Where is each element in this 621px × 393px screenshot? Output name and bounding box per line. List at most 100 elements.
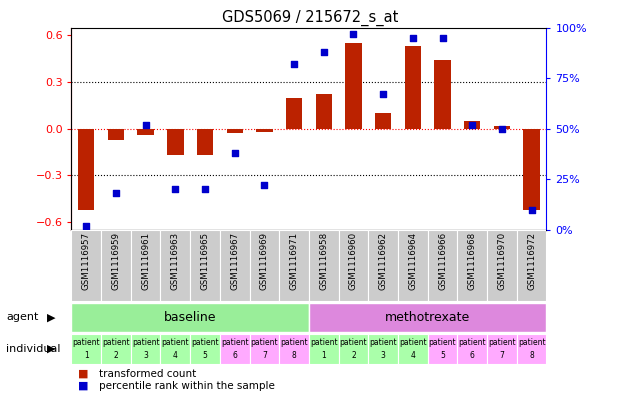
Text: percentile rank within the sample: percentile rank within the sample <box>99 381 275 391</box>
Bar <box>517 334 546 364</box>
FancyBboxPatch shape <box>71 230 101 301</box>
FancyBboxPatch shape <box>101 230 131 301</box>
Bar <box>345 43 361 129</box>
Text: methotrexate: methotrexate <box>385 311 470 324</box>
Point <box>348 30 358 37</box>
Text: 4: 4 <box>173 351 178 360</box>
Text: GSM1116962: GSM1116962 <box>379 232 388 290</box>
Text: GSM1116967: GSM1116967 <box>230 232 239 290</box>
Text: patient: patient <box>340 338 367 347</box>
Bar <box>131 334 160 364</box>
Point <box>111 190 121 196</box>
Text: 6: 6 <box>470 351 474 360</box>
Text: GSM1116961: GSM1116961 <box>141 232 150 290</box>
Text: GSM1116971: GSM1116971 <box>289 232 299 290</box>
Text: patient: patient <box>161 338 189 347</box>
FancyBboxPatch shape <box>398 230 428 301</box>
Text: patient: patient <box>132 338 160 347</box>
Text: GSM1116965: GSM1116965 <box>201 232 209 290</box>
Text: GSM1116959: GSM1116959 <box>111 232 120 290</box>
FancyBboxPatch shape <box>220 230 250 301</box>
Point <box>141 121 151 128</box>
FancyBboxPatch shape <box>487 230 517 301</box>
Bar <box>250 334 279 364</box>
Bar <box>315 94 332 129</box>
Text: 5: 5 <box>202 351 207 360</box>
Text: 8: 8 <box>529 351 534 360</box>
Text: patient: patient <box>369 338 397 347</box>
Text: GDS5069 / 215672_s_at: GDS5069 / 215672_s_at <box>222 10 399 26</box>
Text: 3: 3 <box>381 351 386 360</box>
Bar <box>524 129 540 209</box>
FancyBboxPatch shape <box>309 230 338 301</box>
Bar <box>458 334 487 364</box>
Bar <box>78 129 94 209</box>
Text: GSM1116964: GSM1116964 <box>409 232 417 290</box>
FancyBboxPatch shape <box>517 230 546 301</box>
Bar <box>428 334 458 364</box>
Point <box>230 150 240 156</box>
Text: ■: ■ <box>78 381 88 391</box>
Bar <box>167 129 183 155</box>
Bar <box>338 334 368 364</box>
Bar <box>137 129 154 135</box>
Point <box>81 223 91 229</box>
Bar <box>435 60 451 129</box>
Text: patient: patient <box>399 338 427 347</box>
Text: 2: 2 <box>351 351 356 360</box>
Text: baseline: baseline <box>164 311 217 324</box>
Point <box>319 49 329 55</box>
Bar <box>375 113 391 129</box>
Text: patient: patient <box>428 338 456 347</box>
Bar <box>197 129 213 155</box>
FancyBboxPatch shape <box>190 230 220 301</box>
Text: ▶: ▶ <box>47 344 55 354</box>
Bar <box>160 334 190 364</box>
FancyBboxPatch shape <box>160 230 190 301</box>
Bar <box>398 334 428 364</box>
Point <box>289 61 299 67</box>
Text: GSM1116963: GSM1116963 <box>171 232 180 290</box>
Text: 7: 7 <box>499 351 504 360</box>
Bar <box>405 46 421 129</box>
Bar <box>286 97 302 129</box>
FancyBboxPatch shape <box>428 230 458 301</box>
Point <box>170 186 180 193</box>
FancyBboxPatch shape <box>458 230 487 301</box>
Text: GSM1116966: GSM1116966 <box>438 232 447 290</box>
Text: GSM1116960: GSM1116960 <box>349 232 358 290</box>
Bar <box>227 129 243 133</box>
Text: patient: patient <box>458 338 486 347</box>
Point <box>260 182 270 189</box>
Bar <box>309 334 338 364</box>
FancyBboxPatch shape <box>338 230 368 301</box>
Text: GSM1116972: GSM1116972 <box>527 232 536 290</box>
Point <box>200 186 210 193</box>
Text: GSM1116970: GSM1116970 <box>497 232 507 290</box>
Point <box>438 35 448 41</box>
Text: GSM1116958: GSM1116958 <box>319 232 329 290</box>
FancyBboxPatch shape <box>279 230 309 301</box>
Text: 3: 3 <box>143 351 148 360</box>
Bar <box>494 126 510 129</box>
FancyBboxPatch shape <box>131 230 160 301</box>
FancyBboxPatch shape <box>250 230 279 301</box>
FancyBboxPatch shape <box>368 230 398 301</box>
Bar <box>464 121 481 129</box>
Text: 1: 1 <box>84 351 89 360</box>
Text: 6: 6 <box>232 351 237 360</box>
Point <box>408 35 418 41</box>
Bar <box>101 334 131 364</box>
Bar <box>108 129 124 140</box>
Text: patient: patient <box>221 338 248 347</box>
Text: GSM1116968: GSM1116968 <box>468 232 477 290</box>
Bar <box>309 303 546 332</box>
Bar <box>487 334 517 364</box>
Bar <box>190 334 220 364</box>
Text: agent: agent <box>6 312 39 322</box>
Text: 8: 8 <box>292 351 296 360</box>
Text: patient: patient <box>280 338 308 347</box>
Text: patient: patient <box>102 338 130 347</box>
Text: 2: 2 <box>114 351 119 360</box>
Point <box>497 125 507 132</box>
